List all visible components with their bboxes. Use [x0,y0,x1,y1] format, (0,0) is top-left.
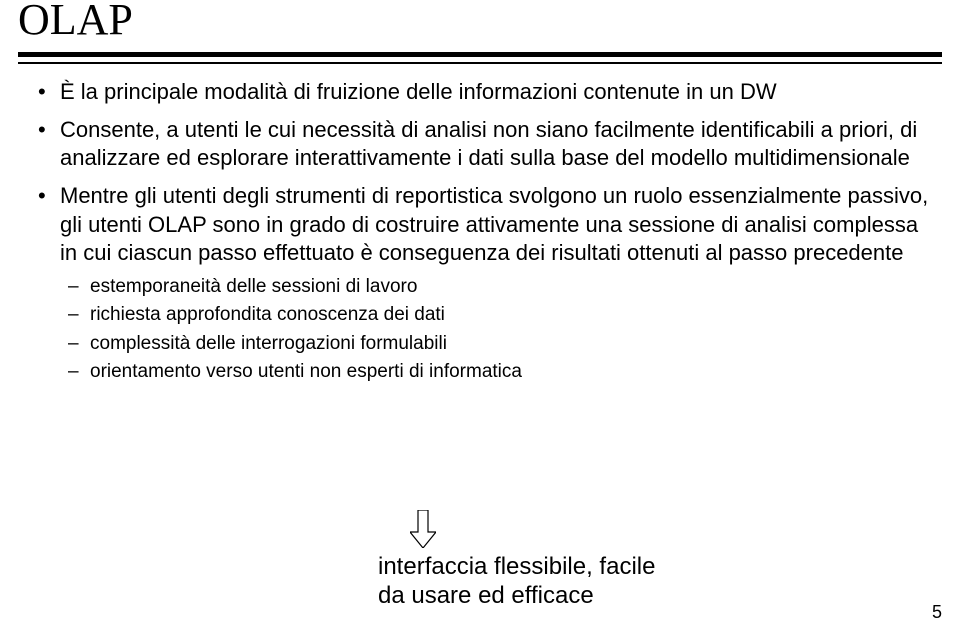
bullet-item: Mentre gli utenti degli strumenti di rep… [38,182,933,384]
sub-bullet-item: complessità delle interrogazioni formula… [60,332,933,356]
slide-title: OLAP [18,0,133,45]
content-area: È la principale modalità di fruizione de… [38,78,933,394]
sub-bullet-text: richiesta approfondita conoscenza dei da… [90,304,445,325]
bullet-list: È la principale modalità di fruizione de… [38,78,933,384]
page-number: 5 [932,602,942,623]
bullet-text: Consente, a utenti le cui necessità di a… [60,117,917,170]
sub-bullet-item: richiesta approfondita conoscenza dei da… [60,303,933,327]
bullet-text: Mentre gli utenti degli strumenti di rep… [60,183,928,264]
sub-bullet-list: estemporaneità delle sessioni di lavoro … [60,275,933,384]
sub-bullet-text: estemporaneità delle sessioni di lavoro [90,276,417,297]
sub-bullet-item: estemporaneità delle sessioni di lavoro [60,275,933,299]
bullet-item: È la principale modalità di fruizione de… [38,78,933,106]
bullet-item: Consente, a utenti le cui necessità di a… [38,116,933,172]
conclusion-line: interfaccia flessibile, facile [378,552,655,581]
down-arrow-icon [410,510,436,548]
sub-bullet-text: complessità delle interrogazioni formula… [90,333,447,354]
slide: OLAP È la principale modalità di fruizio… [0,0,960,631]
sub-bullet-item: orientamento verso utenti non esperti di… [60,360,933,384]
sub-bullet-text: orientamento verso utenti non esperti di… [90,361,522,382]
bullet-text: È la principale modalità di fruizione de… [60,79,777,104]
conclusion-text: interfaccia flessibile, facile da usare … [378,552,655,611]
conclusion-line: da usare ed efficace [378,581,655,610]
title-rule-thin [18,62,942,64]
title-rule-thick [18,52,942,57]
